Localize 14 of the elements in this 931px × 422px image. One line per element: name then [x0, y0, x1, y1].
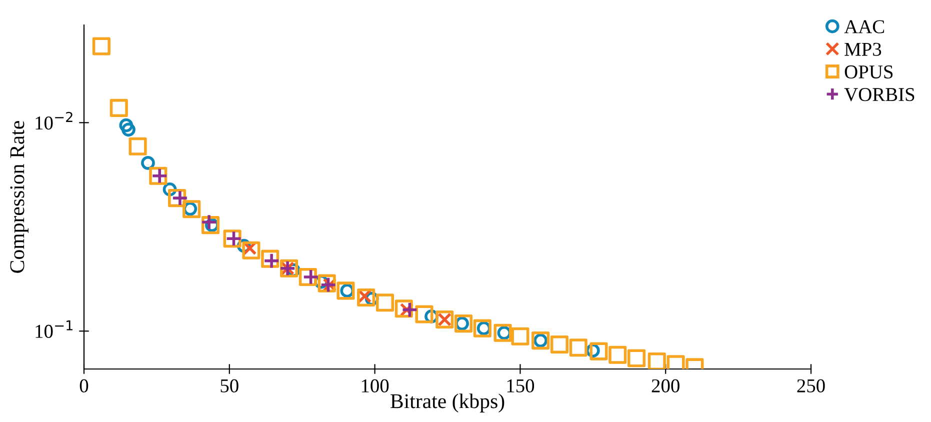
- x-tick-label: 100: [362, 379, 389, 392]
- legend-label: MP3: [844, 42, 882, 56]
- y-tick-label: 10$^{−1}$: [36, 320, 72, 338]
- legend-label: VORBIS: [844, 88, 914, 102]
- y-tick-label: 10$^{−2}$: [36, 112, 72, 130]
- x-tick-label: 200: [652, 379, 680, 392]
- legend-label: AAC: [844, 20, 884, 34]
- y-axis-title: Compression Rate: [10, 121, 28, 273]
- x-tick-label: 150: [507, 379, 534, 392]
- legend-label: OPUS: [844, 65, 893, 78]
- x-tick-label: 250: [797, 379, 825, 392]
- x-tick-label: 0: [80, 379, 88, 392]
- x-tick-label: 50: [220, 379, 238, 392]
- x-axis-title: Bitrate (kbps): [390, 394, 504, 412]
